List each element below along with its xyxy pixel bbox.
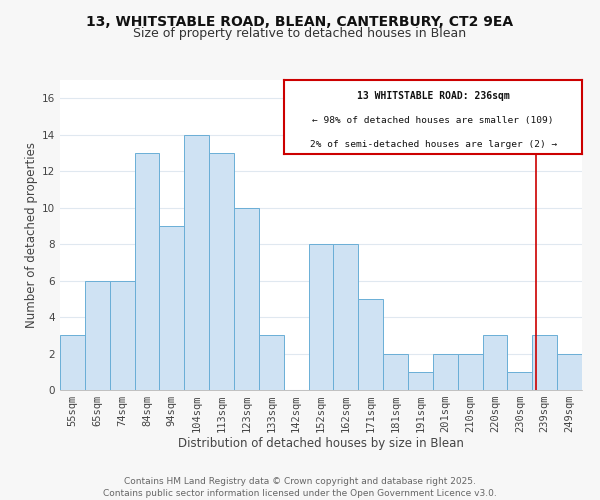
- Bar: [60, 336, 85, 390]
- Y-axis label: Number of detached properties: Number of detached properties: [25, 142, 38, 328]
- X-axis label: Distribution of detached houses by size in Blean: Distribution of detached houses by size …: [178, 436, 464, 450]
- Bar: [383, 354, 408, 390]
- Text: Contains public sector information licensed under the Open Government Licence v3: Contains public sector information licen…: [103, 489, 497, 498]
- Bar: [85, 280, 110, 390]
- Bar: [433, 354, 458, 390]
- Bar: [458, 354, 482, 390]
- Text: Contains HM Land Registry data © Crown copyright and database right 2025.: Contains HM Land Registry data © Crown c…: [124, 478, 476, 486]
- Bar: [209, 153, 234, 390]
- Bar: [482, 336, 508, 390]
- Bar: [508, 372, 532, 390]
- Bar: [557, 354, 582, 390]
- Bar: [308, 244, 334, 390]
- Bar: [134, 153, 160, 390]
- Bar: [532, 336, 557, 390]
- Bar: [334, 244, 358, 390]
- Bar: [408, 372, 433, 390]
- Bar: [358, 299, 383, 390]
- Text: Size of property relative to detached houses in Blean: Size of property relative to detached ho…: [133, 28, 467, 40]
- Bar: [259, 336, 284, 390]
- Bar: [110, 280, 134, 390]
- Bar: [160, 226, 184, 390]
- Bar: [184, 134, 209, 390]
- Bar: [234, 208, 259, 390]
- Text: 13, WHITSTABLE ROAD, BLEAN, CANTERBURY, CT2 9EA: 13, WHITSTABLE ROAD, BLEAN, CANTERBURY, …: [86, 15, 514, 29]
